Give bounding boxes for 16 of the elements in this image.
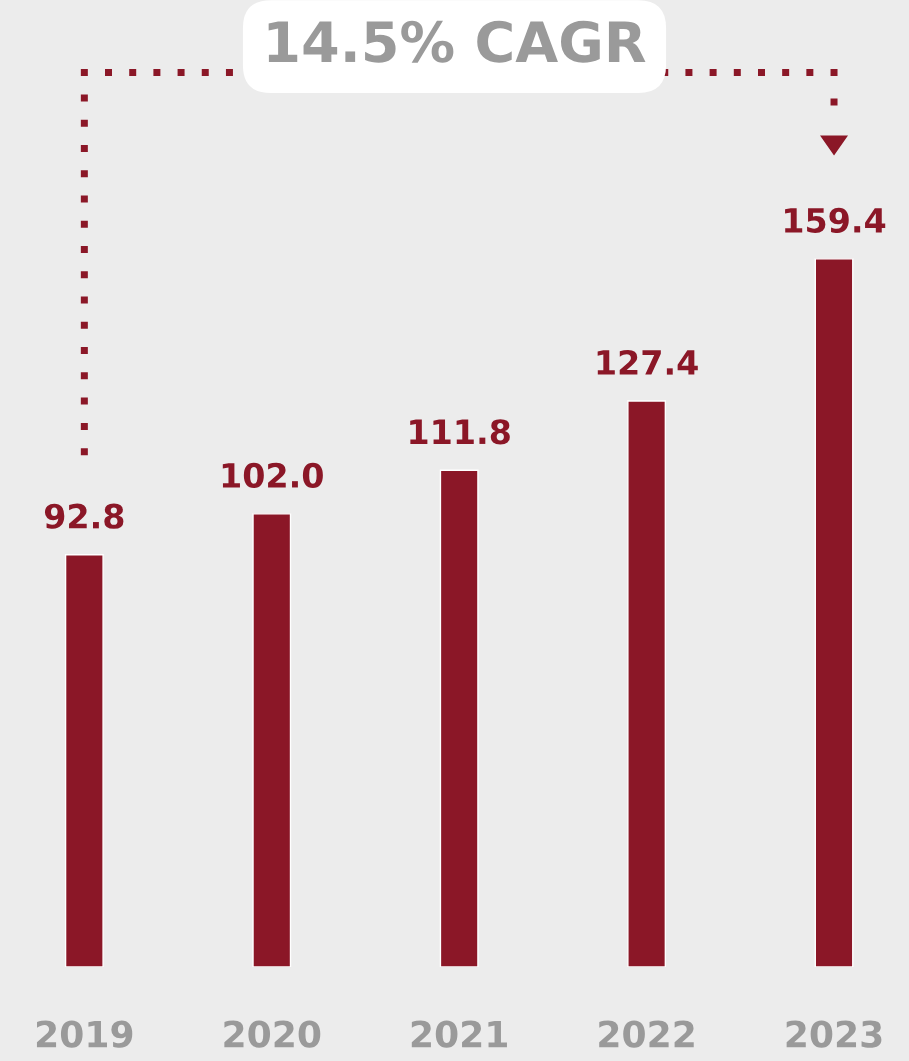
bar	[627, 400, 667, 967]
data-label: 127.4	[597, 349, 698, 375]
text: 14.5% CAGR	[268, 20, 646, 63]
bar	[252, 513, 292, 967]
data-label: 92.8	[44, 503, 124, 529]
x-tick-label: 2021	[411, 1020, 507, 1048]
x-tick-label: 2022	[599, 1020, 694, 1048]
bar	[64, 554, 104, 967]
x-tick-label: 2023	[786, 1020, 882, 1048]
x-tick-label: 2019	[36, 1020, 133, 1048]
data-label: 102.0	[222, 462, 323, 488]
bar	[814, 258, 854, 967]
data-label: 159.4	[785, 207, 886, 233]
data-label: 111.8	[410, 419, 510, 445]
bar	[439, 469, 479, 967]
x-tick-label: 2020	[224, 1020, 321, 1048]
